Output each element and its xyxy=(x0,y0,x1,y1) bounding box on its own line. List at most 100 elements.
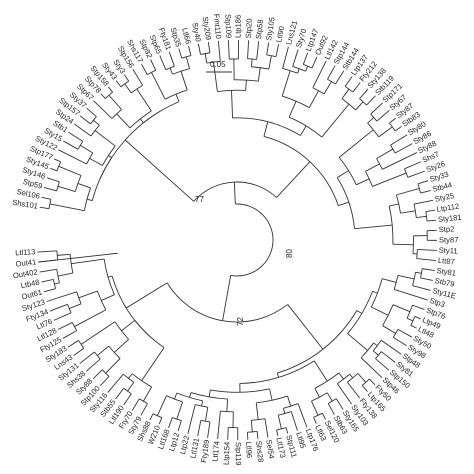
branch-line xyxy=(416,258,436,261)
branch-line xyxy=(128,373,133,379)
branch-arc xyxy=(367,122,380,138)
branch-arc xyxy=(341,98,356,111)
leaf-label: Ltl174 xyxy=(210,441,221,462)
branch-line xyxy=(69,303,82,310)
branch-line xyxy=(396,187,420,196)
branch-line xyxy=(41,279,54,283)
branch-arc xyxy=(247,58,257,60)
leaf-label: Sty87 xyxy=(439,235,458,244)
branch-line xyxy=(217,411,221,440)
branch-line xyxy=(93,100,113,119)
branch-line xyxy=(335,398,344,410)
branch-line xyxy=(201,400,204,407)
branch-line xyxy=(341,88,350,99)
branch-line xyxy=(336,170,349,179)
leaf-label: Stp109 xyxy=(223,14,233,38)
branch-line xyxy=(105,358,121,374)
branch-line xyxy=(108,155,112,159)
leaf-label: Out41 xyxy=(15,257,37,268)
branch-line xyxy=(344,76,353,87)
branch-arc xyxy=(103,258,115,295)
branch-line xyxy=(347,381,361,399)
leaf-label: Ltl131 xyxy=(188,437,201,459)
leaf-label: Stp2 xyxy=(439,224,455,234)
branch-arc xyxy=(139,398,148,404)
branch-line xyxy=(80,144,93,154)
branch-line xyxy=(285,427,289,434)
branch-line xyxy=(125,282,168,309)
branch-arc xyxy=(388,206,394,245)
branch-line xyxy=(108,94,122,110)
branch-arc xyxy=(94,351,101,360)
branch-line xyxy=(356,178,370,186)
branch-arc xyxy=(234,79,259,82)
branch-arc xyxy=(282,68,298,74)
branch-line xyxy=(57,185,76,192)
leaf-label: Ltb48 xyxy=(20,278,40,291)
leaf-label: Sty25 xyxy=(434,191,455,204)
branch-line xyxy=(213,62,218,92)
branch-line xyxy=(381,351,396,363)
branch-line xyxy=(406,317,414,322)
branch-line xyxy=(302,52,309,65)
branch-arc xyxy=(195,404,208,408)
branch-line xyxy=(281,70,291,97)
branch-arc xyxy=(412,235,414,254)
branch-arc xyxy=(370,113,378,122)
branch-line xyxy=(263,121,269,137)
branch-line xyxy=(58,165,82,176)
branch-line xyxy=(226,399,229,412)
branch-line xyxy=(390,134,408,146)
branch-line xyxy=(276,429,279,436)
branch-line xyxy=(412,285,431,291)
branch-line xyxy=(354,224,393,230)
branch-line xyxy=(420,189,431,194)
branch-line xyxy=(250,420,253,432)
leaf-label: Ltl113 xyxy=(15,247,36,257)
branch-line xyxy=(371,306,389,316)
branch-line xyxy=(313,360,328,382)
branch-arc xyxy=(152,413,163,419)
branch-line xyxy=(369,378,376,386)
branch-line xyxy=(287,395,292,407)
branch-line xyxy=(347,333,368,351)
branch-line xyxy=(392,243,414,246)
branch-line xyxy=(101,294,115,301)
leaf-labels: Shs101Sel106Stp59Sty146Sty145Stp177Sty12… xyxy=(12,13,462,465)
branch-line xyxy=(357,373,367,383)
branch-line xyxy=(233,182,236,205)
branch-line xyxy=(359,88,369,99)
branch-line xyxy=(422,268,435,271)
branch-arc xyxy=(247,430,258,433)
branch-arc xyxy=(123,387,132,395)
branch-line xyxy=(367,117,375,124)
branch-line xyxy=(352,82,361,93)
branch-line xyxy=(49,203,85,212)
branch-line xyxy=(360,357,383,378)
branch-line xyxy=(53,158,61,163)
branch-line xyxy=(394,126,402,132)
branch-line xyxy=(268,55,272,70)
leaf-label: Sel54 xyxy=(264,439,276,460)
branch-line xyxy=(420,277,433,281)
leaf-label: Sty209 xyxy=(201,16,213,41)
branch-arc xyxy=(114,321,129,340)
branch-line xyxy=(300,125,307,136)
branch-line xyxy=(177,420,182,432)
branch-line xyxy=(63,140,79,150)
branch-line xyxy=(355,101,364,111)
branch-line xyxy=(50,167,58,172)
branch-line xyxy=(381,278,397,283)
branch-line xyxy=(314,388,320,398)
branch-line xyxy=(187,404,196,434)
branch-line xyxy=(392,304,411,313)
branch-arc xyxy=(134,320,165,348)
branch-line xyxy=(149,413,154,421)
branch-line xyxy=(85,358,101,372)
branch-line xyxy=(404,161,422,170)
branch-arc xyxy=(56,269,60,283)
branch-line xyxy=(37,250,57,253)
branch-line xyxy=(247,40,250,59)
branch-arc xyxy=(289,116,323,138)
